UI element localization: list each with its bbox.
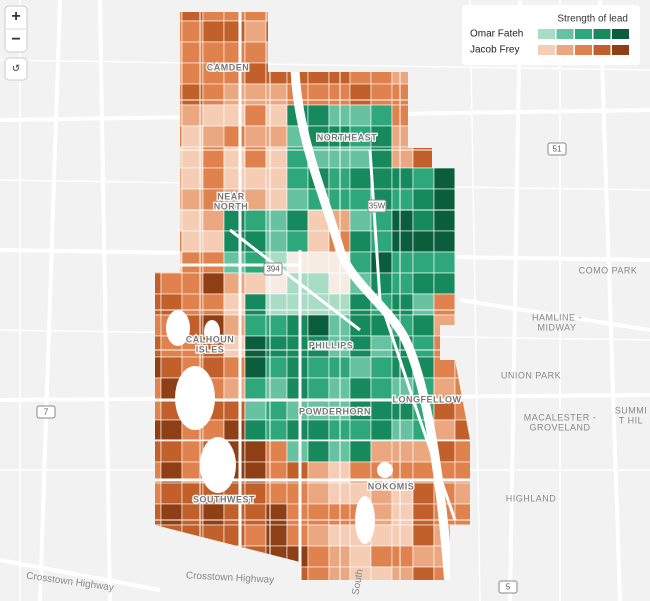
legend-swatch xyxy=(593,29,611,39)
road-shield xyxy=(498,580,518,594)
legend-swatch xyxy=(538,29,555,39)
shield-label: 51 xyxy=(553,145,562,154)
road-label: Crosstown Highway xyxy=(186,570,275,586)
legend-swatch xyxy=(612,45,629,55)
shield-label: 35W xyxy=(369,202,386,211)
legend-label: Jacob Frey xyxy=(470,45,519,56)
neighborhood-label: NORTH xyxy=(214,201,249,211)
legend-swatch xyxy=(593,45,611,55)
place-label: SUMMI xyxy=(615,405,648,415)
legend-swatch xyxy=(538,45,555,55)
reset-box xyxy=(4,57,28,81)
zoom-controls: + − ↺ xyxy=(4,5,28,81)
neighborhood-label: POWDERHORN xyxy=(299,406,371,416)
shield-label: 5 xyxy=(506,583,511,592)
shield-label: 394 xyxy=(266,265,280,274)
legend-swatch xyxy=(556,29,574,39)
neighborhood-label: NORTHEAST xyxy=(317,132,378,142)
legend-swatch xyxy=(575,29,592,39)
city-streets xyxy=(155,12,470,580)
place-label: HIGHLAND xyxy=(506,493,557,503)
neighborhood-label: LONGFELLOW xyxy=(393,394,462,404)
road-label: Crosstown Highway xyxy=(25,571,114,594)
shield-label: 7 xyxy=(44,408,49,417)
reset-button[interactable]: ↺ xyxy=(12,64,20,75)
place-label: HAMLINE - xyxy=(532,312,582,322)
road-shield xyxy=(547,142,567,156)
road-label: South xyxy=(350,568,365,596)
legend-title: Strength of lead xyxy=(557,14,628,25)
place-label: UNION PARK xyxy=(501,370,561,380)
neighborhood-label: ISLES xyxy=(196,344,225,354)
neighborhood-label: CAMDEN xyxy=(207,62,250,72)
lakes xyxy=(166,310,393,544)
road-shield xyxy=(367,199,387,213)
neighborhood-label: CALHOUN xyxy=(186,334,235,344)
place-label: COMO PARK xyxy=(579,265,638,275)
place-label: GROVELAND xyxy=(529,422,590,432)
place-label: T HIL xyxy=(619,415,643,425)
legend-label: Omar Fateh xyxy=(470,29,523,40)
road-shield xyxy=(36,405,56,419)
zoom-out[interactable]: − xyxy=(11,31,20,48)
road-shield xyxy=(263,262,283,276)
place-label: MIDWAY xyxy=(538,322,577,332)
legend-swatch xyxy=(575,45,592,55)
neighborhood-label: NOKOMIS xyxy=(368,481,415,491)
neighborhood-label: NEAR xyxy=(217,191,245,201)
zoom-in[interactable]: + xyxy=(11,8,20,25)
neighborhood-label: PHILLIPS xyxy=(309,340,354,350)
neighborhood-label: SOUTHWEST xyxy=(193,494,255,504)
legend-swatch xyxy=(556,45,574,55)
place-label: MACALESTER - xyxy=(524,412,597,422)
legend-swatch xyxy=(612,29,629,39)
